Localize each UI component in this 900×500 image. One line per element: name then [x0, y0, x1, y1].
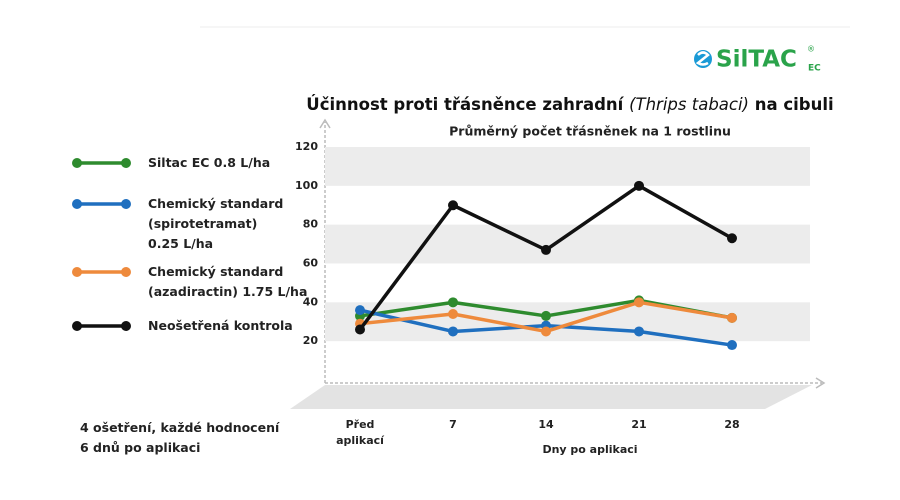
title-part: na cibuli [749, 95, 834, 114]
note: 4 ošetření, každé hodnocení 6 dnů po apl… [80, 420, 280, 455]
x-tick-label: 21 [631, 418, 646, 431]
x-tick-line: aplikací [336, 434, 385, 447]
y-tick-label: 40 [303, 295, 319, 308]
x-axis-label: Dny po aplikaci [542, 443, 637, 456]
logo-sub: EC [808, 64, 821, 74]
point [448, 200, 458, 211]
grid-band [325, 302, 810, 342]
title-part: Účinnost proti třásněnce zahradní [306, 95, 629, 114]
point [634, 180, 644, 191]
x-tick-label: 7 [449, 418, 457, 431]
legend-marker [121, 158, 131, 168]
y-arrow [319, 118, 331, 129]
point [448, 308, 458, 319]
y-tick-label: 100 [295, 179, 318, 192]
y-tick-label: 20 [303, 334, 319, 347]
point [355, 324, 365, 335]
grid-band [325, 147, 810, 186]
y-tick-label: 120 [295, 140, 318, 153]
legend-label: Neošetřená kontrola [148, 318, 293, 333]
x-tick-label: Před aplikací [336, 418, 385, 447]
legend-marker [121, 267, 131, 277]
chart-title: Účinnost proti třásněnce zahradní (Thrip… [306, 95, 833, 114]
point [727, 312, 737, 323]
y-tick-label: 60 [303, 257, 319, 270]
logo-text: SilTAC [716, 47, 797, 73]
floor [290, 385, 812, 409]
title-part: (Thrips tabaci) [629, 95, 749, 114]
point [727, 340, 737, 351]
x-tick-line: 21 [631, 418, 646, 431]
logo-icon-swirl [695, 51, 710, 66]
x-tick-line: Před [346, 418, 375, 431]
point [448, 297, 458, 308]
legend-marker [121, 321, 131, 331]
subtitle: Průměrný počet třásněnek na 1 rostlinu [449, 124, 731, 139]
point [541, 310, 551, 321]
legend-marker [121, 199, 131, 209]
x-tick-label: 28 [724, 418, 739, 431]
legend-label: Chemický standard (azadiractin) 1.75 L/h… [148, 264, 308, 299]
logo: SilTAC EC ® [694, 45, 821, 74]
legend-marker [72, 321, 82, 331]
y-tick-label: 80 [303, 218, 319, 231]
point [634, 297, 644, 308]
point [448, 326, 458, 337]
x-tick-line: 28 [724, 418, 739, 431]
x-tick-line: 7 [449, 418, 457, 431]
point [541, 244, 551, 255]
x-tick-line: 14 [538, 418, 554, 431]
grid-band [325, 224, 810, 264]
x-tick-label: 14 [538, 418, 554, 431]
point [541, 326, 551, 337]
x-arrow [815, 377, 826, 389]
point [727, 233, 737, 244]
legend-label: Siltac EC 0.8 L/ha [148, 155, 271, 170]
point [355, 305, 365, 316]
legend-marker [72, 267, 82, 277]
point [634, 326, 644, 337]
legend-marker [72, 158, 82, 168]
legend-marker [72, 199, 82, 209]
logo-mark: ® [807, 45, 815, 54]
legend-label: Chemický standard (spirotetramat) 0.25 L… [148, 196, 284, 251]
